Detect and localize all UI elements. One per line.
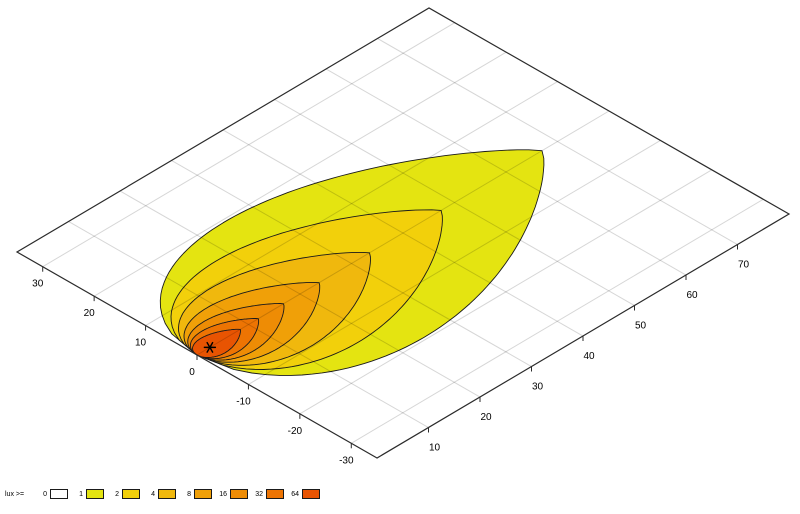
grid-line-x-30 xyxy=(171,160,532,367)
grid-line-x-40 xyxy=(222,129,584,337)
legend-swatch-64 xyxy=(302,489,320,499)
grid-line-x-60 xyxy=(325,68,687,276)
legend-value-1: 1 xyxy=(79,490,83,498)
legend: lux >= 0 1 2 4 8 16 32 64 xyxy=(5,487,320,501)
legend-value-0: 0 xyxy=(43,490,47,498)
tick-label-y--10: -10 xyxy=(236,396,251,407)
legend-item-16: 16 xyxy=(212,489,248,499)
tick-label-x-60: 60 xyxy=(686,290,698,301)
grid-line-x-10 xyxy=(68,221,429,428)
grid-line-y--20 xyxy=(299,169,713,415)
legend-title: lux >= xyxy=(5,490,25,498)
tick-label-y-30: 30 xyxy=(32,279,44,290)
grid-line-y--10 xyxy=(248,139,661,385)
legend-swatch-0 xyxy=(50,489,68,499)
tick-label-x-10: 10 xyxy=(429,443,441,454)
contour-fill-64lux xyxy=(192,328,241,358)
legend-value-2: 2 xyxy=(115,490,119,498)
tick-label-y--30: -30 xyxy=(339,455,354,466)
grid-line-y-10 xyxy=(145,81,558,327)
tick-label-x-40: 40 xyxy=(583,351,595,362)
grid-line-y-0 xyxy=(196,110,610,356)
legend-swatch-16 xyxy=(230,489,248,499)
legend-value-64: 64 xyxy=(291,490,299,498)
legend-item-2: 2 xyxy=(104,489,140,499)
grid-line-x-20 xyxy=(119,190,481,398)
legend-value-4: 4 xyxy=(151,490,155,498)
tick-label-x-30: 30 xyxy=(532,382,544,393)
tick-label-y-0: 0 xyxy=(189,367,195,378)
lamp-marker-stroke-120 xyxy=(206,341,214,353)
tick-label-x-70: 70 xyxy=(738,260,750,271)
legend-swatch-8 xyxy=(194,489,212,499)
plot-border xyxy=(15,7,791,459)
legend-swatch-32 xyxy=(266,489,284,499)
grid-line-x-70 xyxy=(377,38,738,245)
tick-label-y-10: 10 xyxy=(135,338,147,349)
tick-label-x-50: 50 xyxy=(635,321,647,332)
grid-line-x-50 xyxy=(274,99,635,306)
grid-line-y-20 xyxy=(93,51,507,297)
legend-item-4: 4 xyxy=(140,489,176,499)
legend-item-0: 0 xyxy=(32,489,68,499)
legend-swatch-2 xyxy=(122,489,140,499)
legend-value-16: 16 xyxy=(219,490,227,498)
tick-label-x-20: 20 xyxy=(480,412,492,423)
legend-item-64: 64 xyxy=(284,489,320,499)
tick-label-y-20: 20 xyxy=(84,308,96,319)
tick-label-y--20: -20 xyxy=(288,426,303,437)
legend-swatch-1 xyxy=(86,489,104,499)
grid-line-y--30 xyxy=(351,198,764,444)
legend-item-32: 32 xyxy=(248,489,284,499)
grid-line-y-30 xyxy=(42,22,455,268)
legend-swatch-4 xyxy=(158,489,176,499)
legend-value-8: 8 xyxy=(187,490,191,498)
legend-item-1: 1 xyxy=(68,489,104,499)
legend-item-8: 8 xyxy=(176,489,212,499)
legend-value-32: 32 xyxy=(255,490,263,498)
